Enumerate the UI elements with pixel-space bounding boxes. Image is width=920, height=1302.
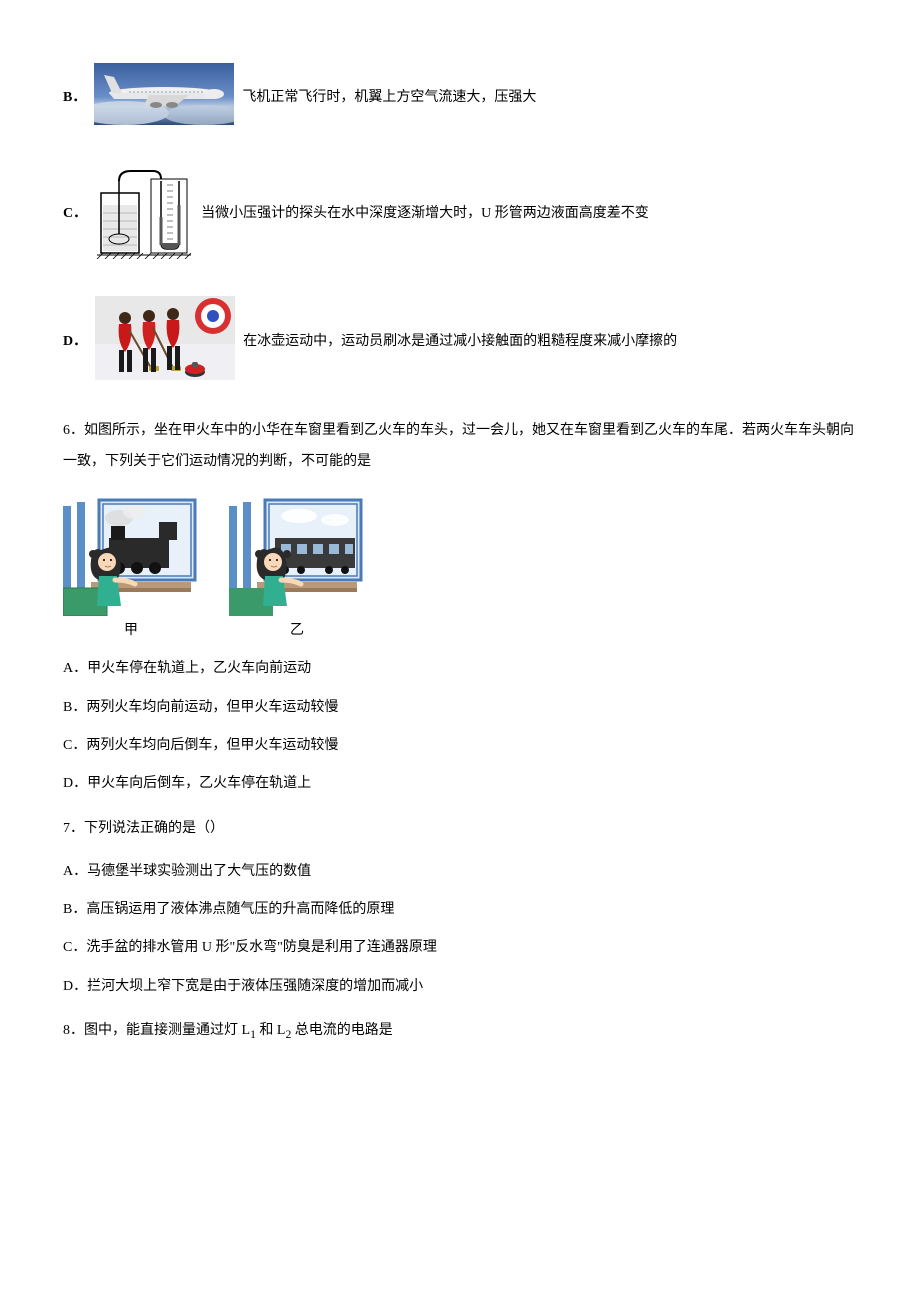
q6-fig-yi: 乙 [229, 496, 365, 642]
q7-choice-c: C．洗手盆的排水管用 U 形"反水弯"防臭是利用了连通器原理 [63, 937, 857, 959]
option-b-text: 飞机正常飞行时，机翼上方空气流速大，压强大 [242, 87, 857, 109]
q7-choices: A．马德堡半球实验测出了大气压的数值 B．高压锅运用了液体沸点随气压的升高而降低… [63, 861, 857, 999]
q6-figures: 甲 [63, 496, 857, 642]
q6-fig-yi-caption: 乙 [290, 620, 304, 642]
option-b-row: B． [63, 63, 857, 133]
option-d-label: D． [63, 331, 87, 353]
q6-choice-d: D．甲火车向后倒车，乙火车停在轨道上 [63, 773, 857, 795]
option-b-label: B． [63, 87, 86, 109]
option-c-label: C． [63, 203, 87, 225]
q8-part-2: 和 L [256, 1023, 286, 1038]
option-d-text: 在冰壶运动中，运动员刷冰是通过减小接触面的粗糙程度来减小摩擦的 [243, 331, 857, 353]
q8-part-0: 8．图中，能直接测量通过灯 L [63, 1023, 250, 1038]
q6-stem: 6．如图所示，坐在甲火车中的小华在车窗里看到乙火车的车头，过一会儿，她又在车窗里… [63, 416, 857, 478]
q8-part-4: 总电流的电路是 [291, 1023, 393, 1038]
q7-choice-d: D．拦河大坝上窄下宽是由于液体压强随深度的增加而减小 [63, 976, 857, 998]
option-c-text: 当微小压强计的探头在水中深度逐渐增大时，U 形管两边液面高度差不变 [201, 203, 857, 225]
option-c-row: C． [63, 161, 857, 267]
q7-stem: 7．下列说法正确的是（） [63, 814, 857, 845]
q6-fig-jia-caption: 甲 [124, 620, 138, 642]
q6-choice-c: C．两列火车均向后倒车，但甲火车运动较慢 [63, 735, 857, 757]
option-d-row: D． [63, 296, 857, 388]
option-b-image [94, 63, 234, 133]
q6-choice-b: B．两列火车均向前运动，但甲火车运动较慢 [63, 697, 857, 719]
q7-choice-a: A．马德堡半球实验测出了大气压的数值 [63, 861, 857, 883]
q6-fig-jia: 甲 [63, 496, 199, 642]
q6-choice-a: A．甲火车停在轨道上，乙火车向前运动 [63, 658, 857, 680]
q7-choice-b: B．高压锅运用了液体沸点随气压的升高而降低的原理 [63, 899, 857, 921]
q8-stem: 8．图中，能直接测量通过灯 L1 和 L2 总电流的电路是 [63, 1016, 857, 1047]
q6-choices: A．甲火车停在轨道上，乙火车向前运动 B．两列火车均向前运动，但甲火车运动较慢 … [63, 658, 857, 796]
option-d-image [95, 296, 235, 388]
option-c-image [95, 161, 193, 267]
